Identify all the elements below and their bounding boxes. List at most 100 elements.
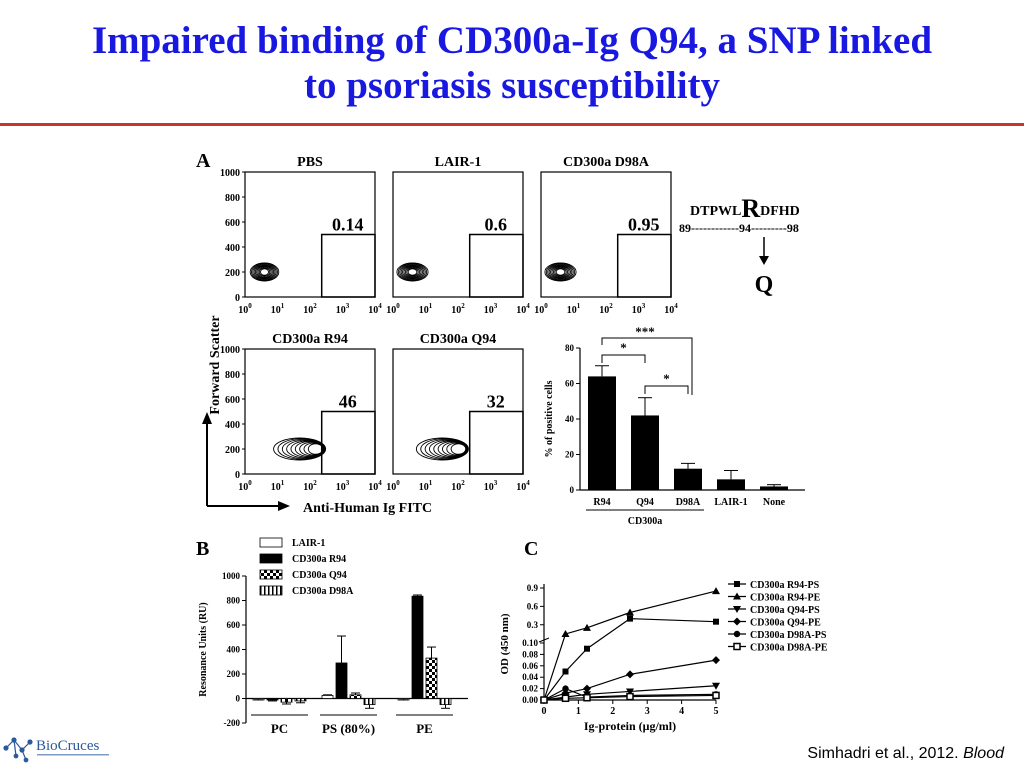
- barA-y-tick: 80: [565, 343, 575, 353]
- flow-x-tick: 100: [534, 302, 548, 316]
- flow-contour: [551, 266, 570, 278]
- flow-contour: [550, 265, 571, 279]
- flow-x-tick-exponent: 0: [396, 479, 400, 487]
- barB-y-tick: 600: [227, 620, 241, 630]
- flow-x-tick-exponent: 0: [248, 479, 252, 487]
- flow-x-tick: 101: [419, 479, 433, 493]
- slide-title: Impaired binding of CD300a-Ig Q94, a SNP…: [0, 18, 1024, 108]
- flow-contour: [402, 265, 423, 279]
- panelA-y-arrowhead: [202, 412, 212, 424]
- lineC-point: [583, 693, 591, 702]
- barB-legend-label: LAIR-1: [292, 538, 325, 549]
- flow-gate-value: 0.95: [628, 215, 660, 235]
- barB-y-tick: 200: [227, 669, 241, 679]
- barB-y-tick: -200: [224, 718, 241, 728]
- lineC-legend-marker: [733, 617, 741, 626]
- flow-contour: [548, 264, 573, 280]
- flow-x-tick: 101: [271, 302, 285, 316]
- flow-gate-value: 46: [339, 392, 357, 412]
- barA-category: D98A: [676, 497, 701, 508]
- flow-x-tick-exponent: 4: [526, 302, 530, 310]
- barA-bar: [674, 468, 702, 490]
- logo-subtext-line: [37, 754, 109, 756]
- lineC-legend-marker: [734, 581, 740, 587]
- barB-y-tick: 0: [236, 694, 241, 704]
- lineC-legend-label: CD300a Q94-PE: [750, 618, 821, 629]
- lineC-legend-label: CD300a R94-PS: [750, 580, 820, 591]
- flow-contour: [252, 263, 277, 281]
- barA-group-label: CD300a: [628, 516, 662, 527]
- barA-bar: [631, 415, 659, 490]
- flow-contour: [555, 268, 566, 276]
- barA-sig-q94-d98a: *: [663, 371, 670, 386]
- flow-contour: [249, 262, 280, 282]
- seq-arrowhead: [759, 256, 769, 265]
- flow-x-tick: 102: [451, 479, 465, 493]
- barB-category: PC: [271, 721, 288, 736]
- flow-y-tick: 800: [225, 370, 240, 381]
- seq-dashes-1: ------------: [691, 221, 739, 235]
- barB-y-label: Resonance Units (RU): [198, 602, 209, 696]
- lineC-y-tick: 0.08: [522, 649, 538, 659]
- title-divider: [0, 123, 1024, 126]
- flow-x-tick: 104: [368, 302, 382, 316]
- flow-x-tick-exponent: 0: [544, 302, 548, 310]
- flow-x-tick: 102: [303, 302, 317, 316]
- barA-category: R94: [593, 497, 610, 508]
- lineC-y-tick: 0.6: [527, 601, 539, 611]
- flow-contour: [450, 443, 467, 455]
- barA-sig-q94-d98a-bracket: [644, 385, 689, 394]
- flow-x-tick: 104: [516, 302, 530, 316]
- barA-category: None: [763, 497, 786, 508]
- lineC-point: [583, 623, 591, 631]
- flow-y-tick: 1000: [220, 345, 240, 356]
- barA-sig-r94-d98a: ***: [635, 324, 655, 339]
- seq-end: 98: [787, 221, 799, 235]
- flow-x-tick-exponent: 2: [461, 302, 465, 310]
- barA-sig-r94-d98a-bracket: [601, 337, 693, 395]
- lineC-legend-label: CD300a R94-PE: [750, 593, 821, 604]
- sequence-annotation: DTPWLRDFHD 89------------94---------98 Q: [679, 194, 800, 298]
- lineC-x-tick: 1: [576, 706, 581, 717]
- barB-legend-swatch: [259, 537, 283, 548]
- barB-bar: [294, 698, 307, 702]
- flow-x-tick: 102: [451, 302, 465, 316]
- barA-y-tick: 60: [565, 379, 575, 389]
- barB-legend-label: CD300a R94: [292, 554, 346, 565]
- lineC-point: [713, 618, 719, 625]
- barA-y-tick: 0: [570, 485, 575, 495]
- flow-contour: [547, 263, 574, 281]
- barA-sig-r94-q94-bracket: [601, 354, 646, 363]
- lineC-point: [712, 682, 720, 690]
- barB-legend-swatch: [259, 585, 283, 596]
- flow-y-tick: 600: [225, 395, 240, 406]
- barB-legend-swatch: [259, 553, 283, 564]
- lineC-legend-label: CD300a Q94-PS: [750, 605, 820, 616]
- flow-contour: [406, 267, 419, 277]
- flow-contour: [554, 267, 567, 277]
- flow-x-tick-exponent: 0: [248, 302, 252, 310]
- lineC-point: [562, 685, 569, 692]
- flow-x-tick: 102: [599, 302, 613, 316]
- logo-text: BioCruces: [36, 738, 99, 754]
- barB-category: PE: [416, 721, 433, 736]
- lineC-x-label: Ig-protein (μg/ml): [584, 719, 676, 733]
- barA-bar: [588, 376, 616, 490]
- seq-mutation: Q: [755, 272, 774, 298]
- barA-y-tick: 20: [565, 450, 575, 460]
- lineC-y-tick: 0.04: [522, 672, 538, 682]
- flow-gate: [320, 233, 376, 298]
- flow-x-tick-exponent: 2: [609, 302, 613, 310]
- flow-x-tick: 101: [419, 302, 433, 316]
- barB-bar: [349, 694, 362, 699]
- seq-dashes-2: ---------: [751, 221, 787, 235]
- flow-y-tick: 400: [225, 420, 240, 431]
- flow-contour: [545, 263, 576, 281]
- lineC-legend-label: CD300a D98A-PS: [750, 630, 827, 641]
- flow-x-tick: 104: [664, 302, 678, 316]
